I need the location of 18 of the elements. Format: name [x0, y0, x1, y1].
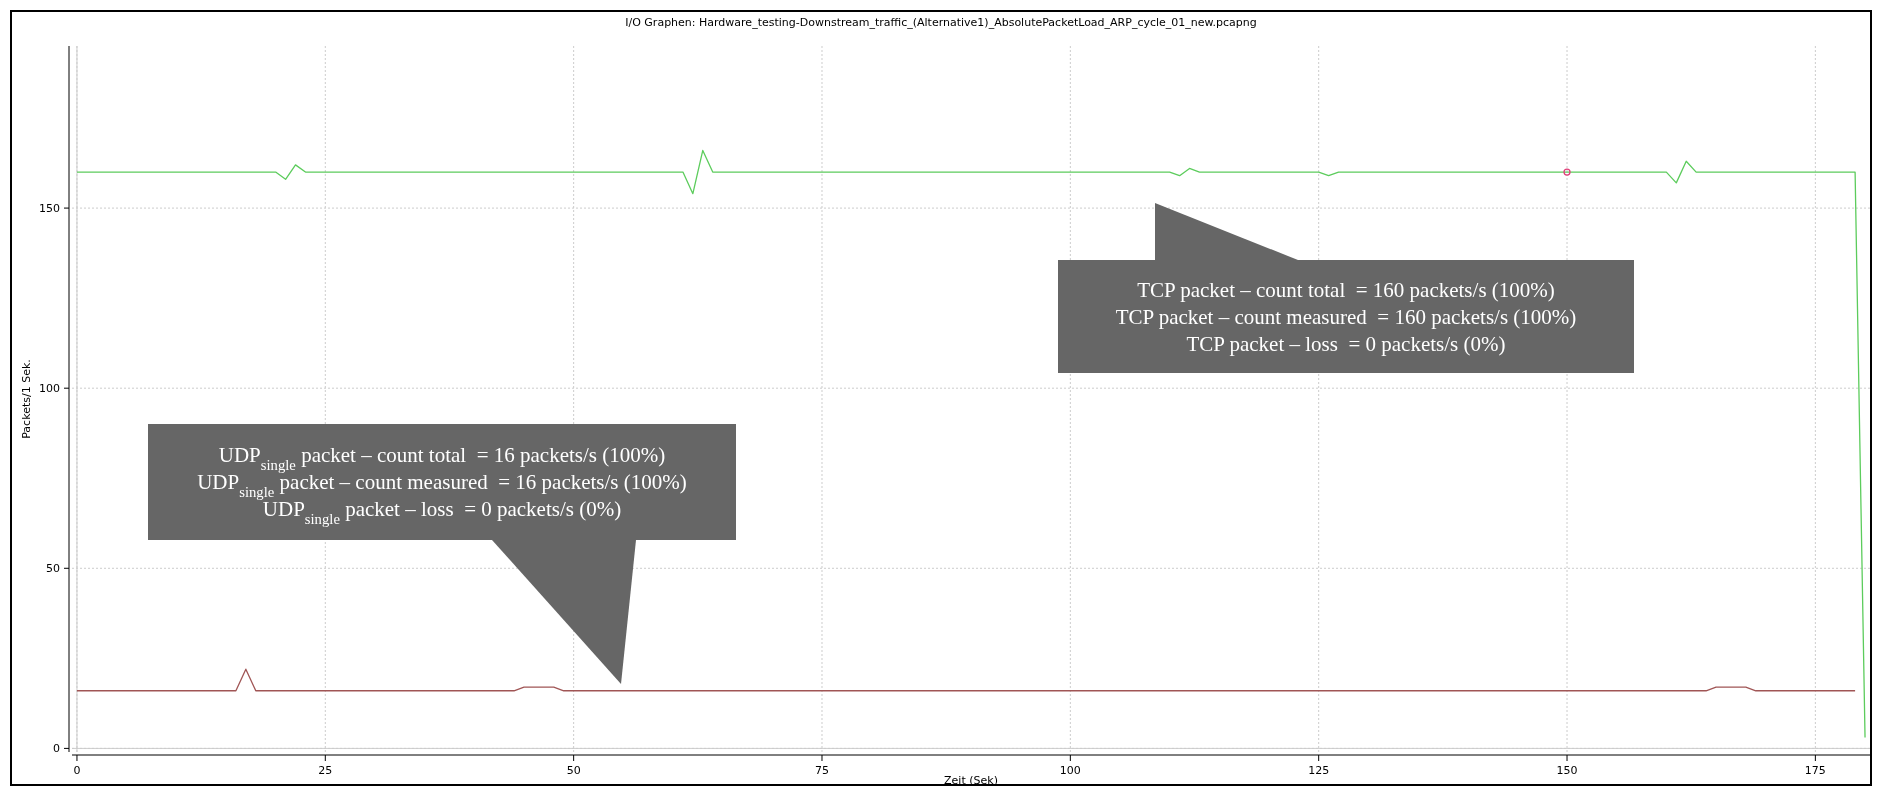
annotation: TCP packet – count total = 160 packets/s (100%) TCP packet – count measured = 160 packets/s (100%) TCP packet – loss = 0 packets/s (0%) — [1115, 277, 1577, 356]
line-series — [76, 149, 1866, 739]
y-tick-label: 50 — [46, 562, 60, 576]
y-axis-title: Packets/1 Sek. — [20, 359, 33, 439]
x-tick-label: 0 — [73, 764, 81, 777]
x-tick-label: 175 — [1804, 764, 1826, 777]
y-tick-label: 100 — [39, 382, 60, 396]
x-tick-label: 125 — [1308, 764, 1330, 777]
y-tick-label: 150 — [39, 202, 60, 216]
chart-title: I/O Graphen: Hardware_testing-Downstream_traffic_(Alternative1)_AbsolutePacketLoad_ARP_cycle_01_new.pcapng — [625, 16, 1257, 29]
x-tick-label: 100 — [1059, 764, 1081, 777]
y-tick-label: 0 — [53, 742, 60, 756]
x-tick-label: 25 — [318, 764, 333, 777]
x-tick-label: 75 — [814, 764, 829, 777]
x-tick-label: 50 — [566, 764, 581, 777]
x-axis-title: Zeit (Sek) — [944, 774, 998, 787]
x-tick-label: 150 — [1556, 764, 1578, 777]
text: UDP$_{single}$ packet – count total = 16 packets/s (100%) UDP$_{single}$ packet – count measured = 16 packets/s (100%) UDP$_{single}$ packet – loss = 0 packets/s (0%) — [197, 443, 687, 527]
